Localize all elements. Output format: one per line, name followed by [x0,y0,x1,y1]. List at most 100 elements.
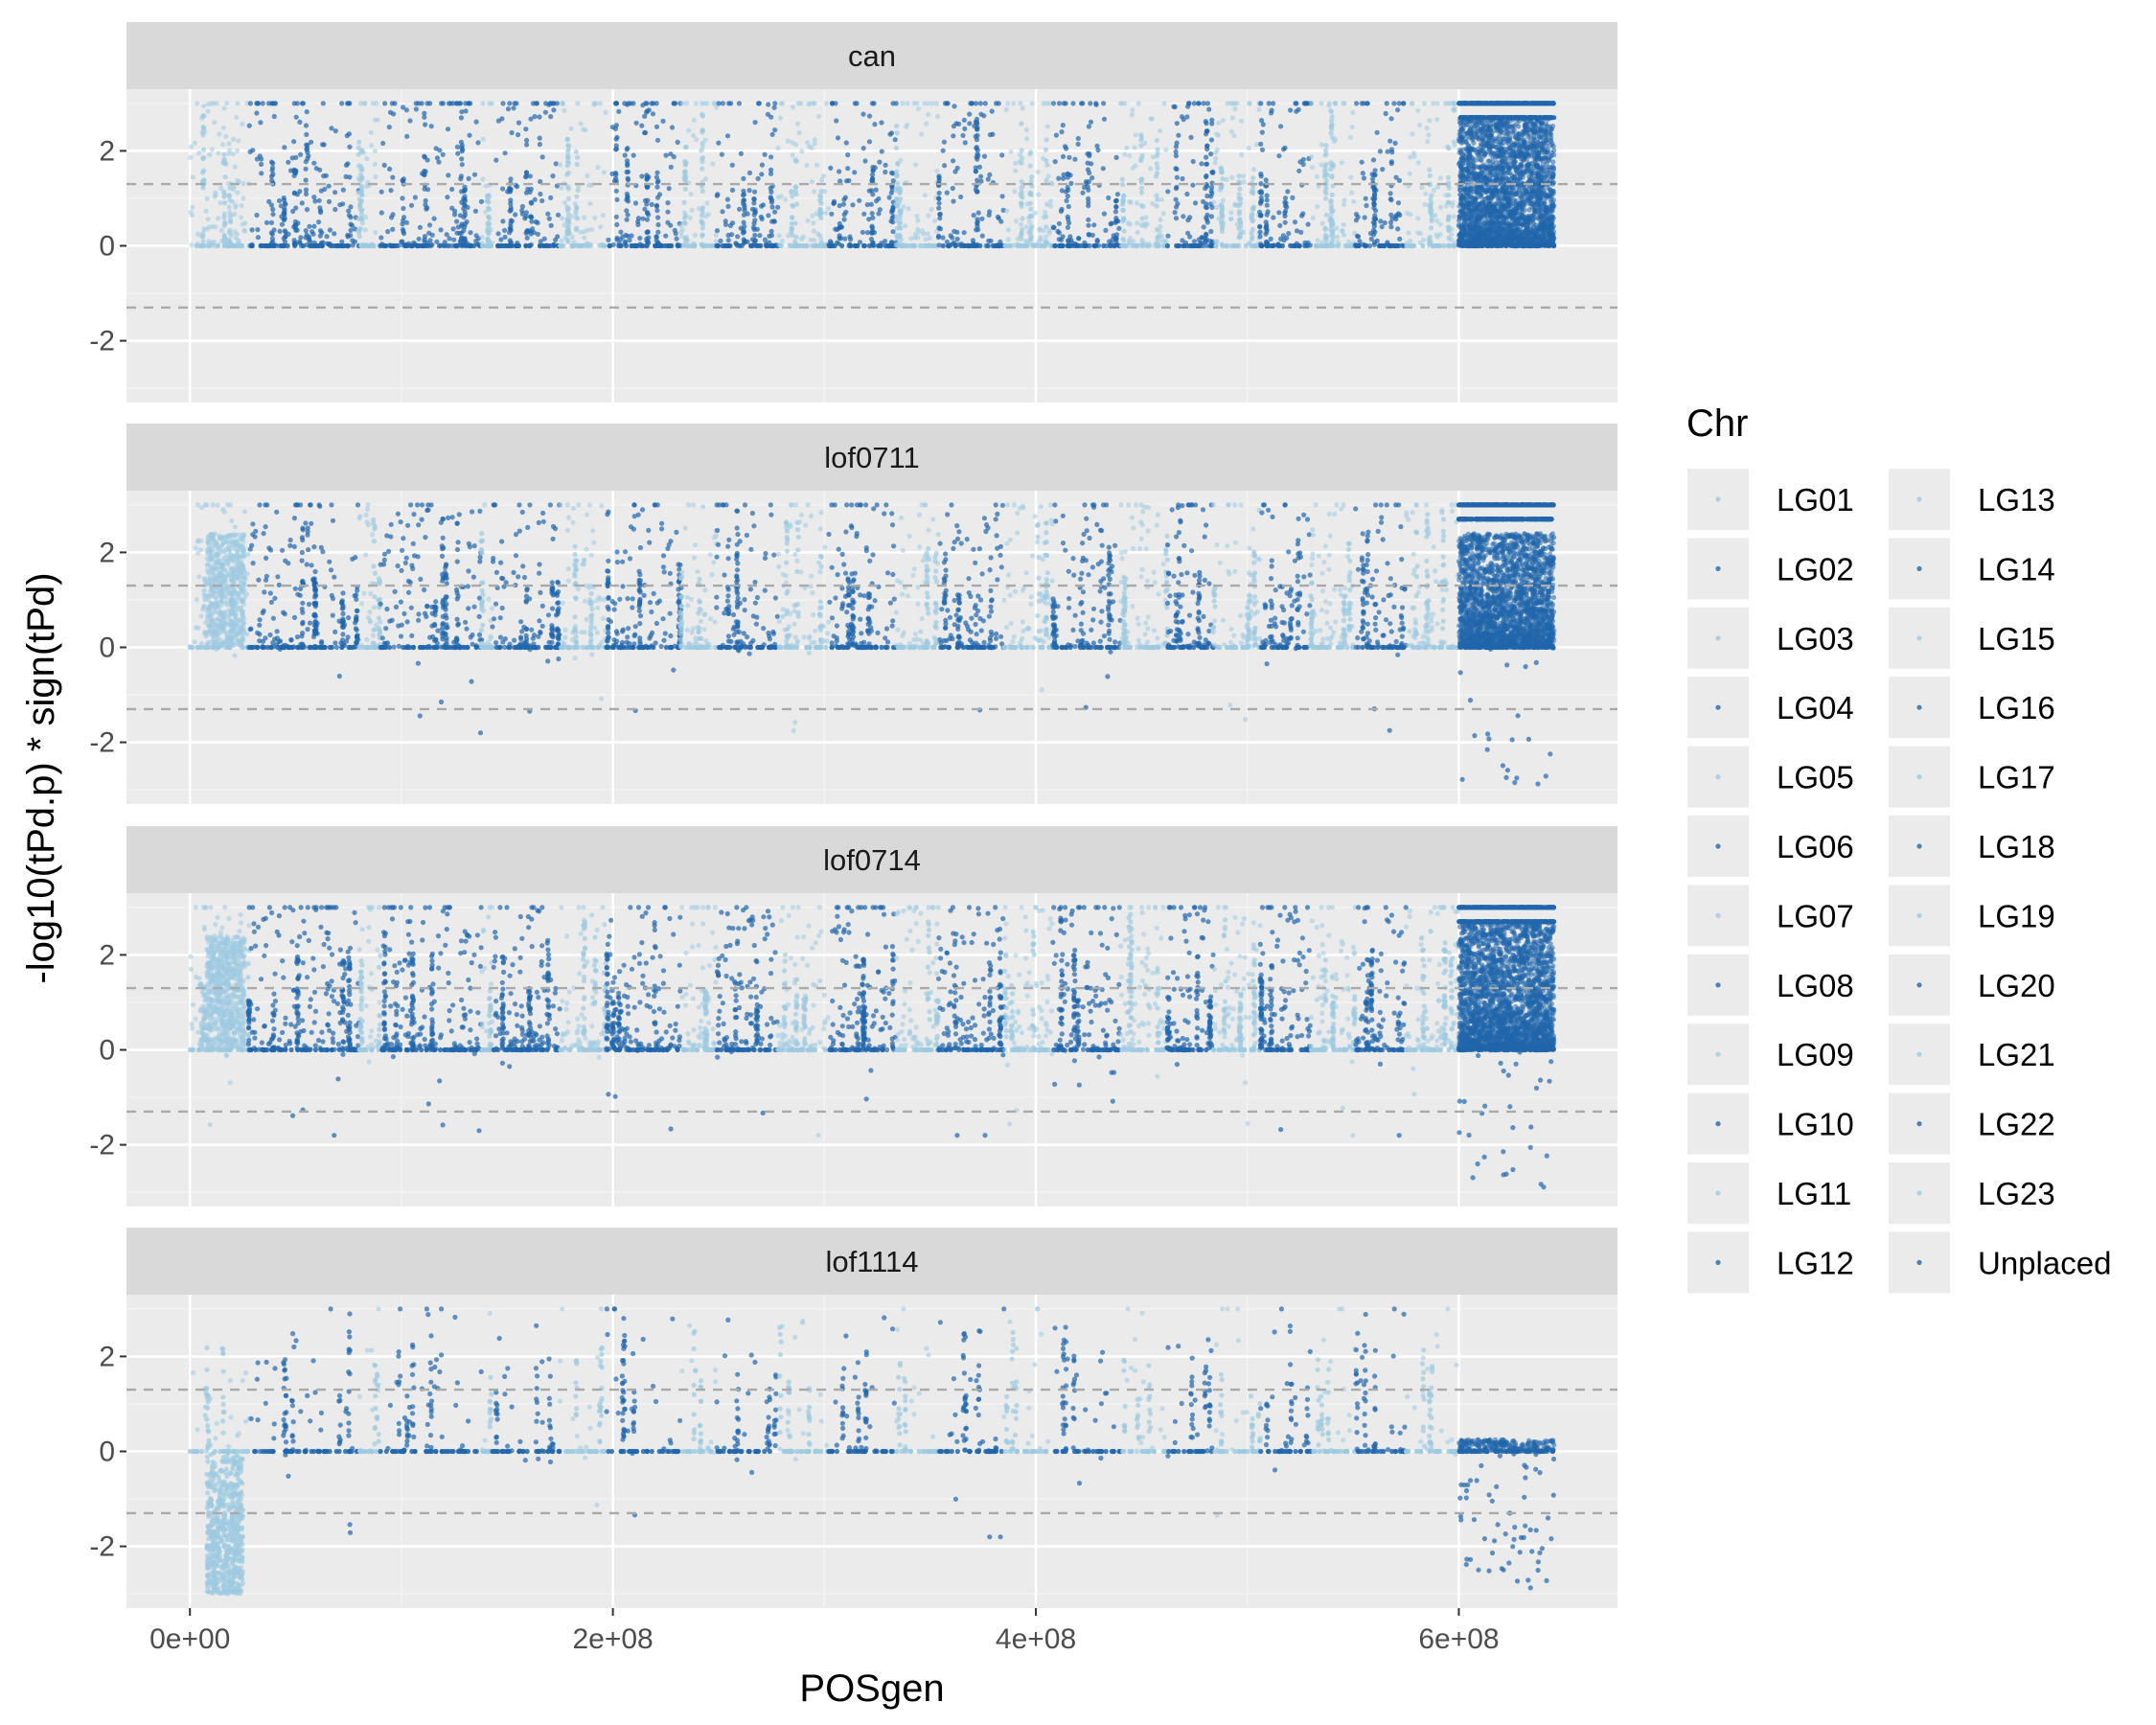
data-point [692,232,699,238]
data-point [1162,238,1168,243]
data-point [895,160,901,166]
data-point [597,101,604,106]
data-point [649,201,654,207]
data-point [866,139,873,145]
data-point [737,206,743,212]
data-point [701,101,707,106]
data-point [513,212,518,218]
data-point [769,204,775,210]
data-point [1429,216,1434,221]
data-point [1258,242,1264,247]
data-point [792,220,798,226]
data-point [601,170,607,175]
data-point [626,101,631,106]
data-point [1385,240,1390,245]
data-point [1401,101,1407,106]
data-point [655,215,661,220]
data-point [1121,228,1127,234]
data-point [715,192,721,197]
data-point [585,241,590,246]
data-point [1182,240,1188,245]
data-point [1374,129,1380,135]
data-point [974,146,979,151]
data-point [1339,160,1344,166]
data-point [462,202,468,208]
data-point [1399,242,1405,248]
data-point [516,120,522,126]
data-point [682,215,688,220]
data-point [205,217,211,222]
data-point [500,101,506,106]
data-point [1113,197,1119,203]
data-point [532,196,538,202]
data-point [654,124,660,129]
data-point [1392,140,1398,146]
data-point [811,228,816,234]
data-point [537,135,542,141]
data-point [1187,215,1193,220]
data-point [1023,224,1029,230]
data-point [1075,141,1081,147]
data-point [1204,154,1209,160]
data-point [1076,236,1082,242]
data-point [1395,226,1401,232]
data-point [726,101,732,106]
data-point [775,195,781,200]
data-point [281,195,287,201]
data-point [1286,231,1292,237]
data-point [507,238,513,243]
data-point [1174,174,1180,180]
data-point [462,196,468,202]
data-point [834,118,839,124]
data-point [1208,228,1214,235]
data-point [1426,132,1432,138]
data-point [587,201,593,207]
data-point [459,162,465,168]
data-point [691,117,698,123]
data-point [236,178,242,184]
data-point [241,196,246,201]
data-point [299,101,305,106]
data-point [1154,226,1159,233]
data-point [1411,150,1417,156]
data-point [1107,239,1112,244]
data-point [455,150,461,156]
data-point [831,200,837,206]
data-point [663,152,669,158]
data-point [327,227,333,233]
data-point [1389,242,1395,248]
data-point [212,120,218,126]
data-point [241,228,247,234]
data-point [317,205,323,211]
data-point [1422,201,1428,208]
data-point [1296,106,1301,112]
data-point [227,227,233,233]
data-point [222,219,228,225]
data-point [508,197,514,203]
data-point [1396,101,1402,106]
data-point [1216,120,1222,126]
data-point [979,233,985,239]
data-point [625,233,631,239]
data-point [1238,223,1244,229]
data-point [699,148,704,153]
data-point [1258,141,1264,147]
data-point [573,215,580,220]
data-point [1406,230,1411,236]
data-point [293,154,299,160]
data-point [1192,200,1199,206]
data-point [1330,164,1336,170]
data-point [1052,242,1058,249]
data-point [1380,167,1386,172]
data-point [637,242,643,247]
data-point [700,188,705,194]
data-point [741,175,746,181]
data-point [869,172,876,177]
data-point [1417,231,1424,237]
data-point [1284,235,1290,241]
data-point [303,235,309,241]
data-point [729,220,736,226]
data-point [236,138,241,144]
data-point [523,242,529,249]
data-point [1208,188,1214,194]
